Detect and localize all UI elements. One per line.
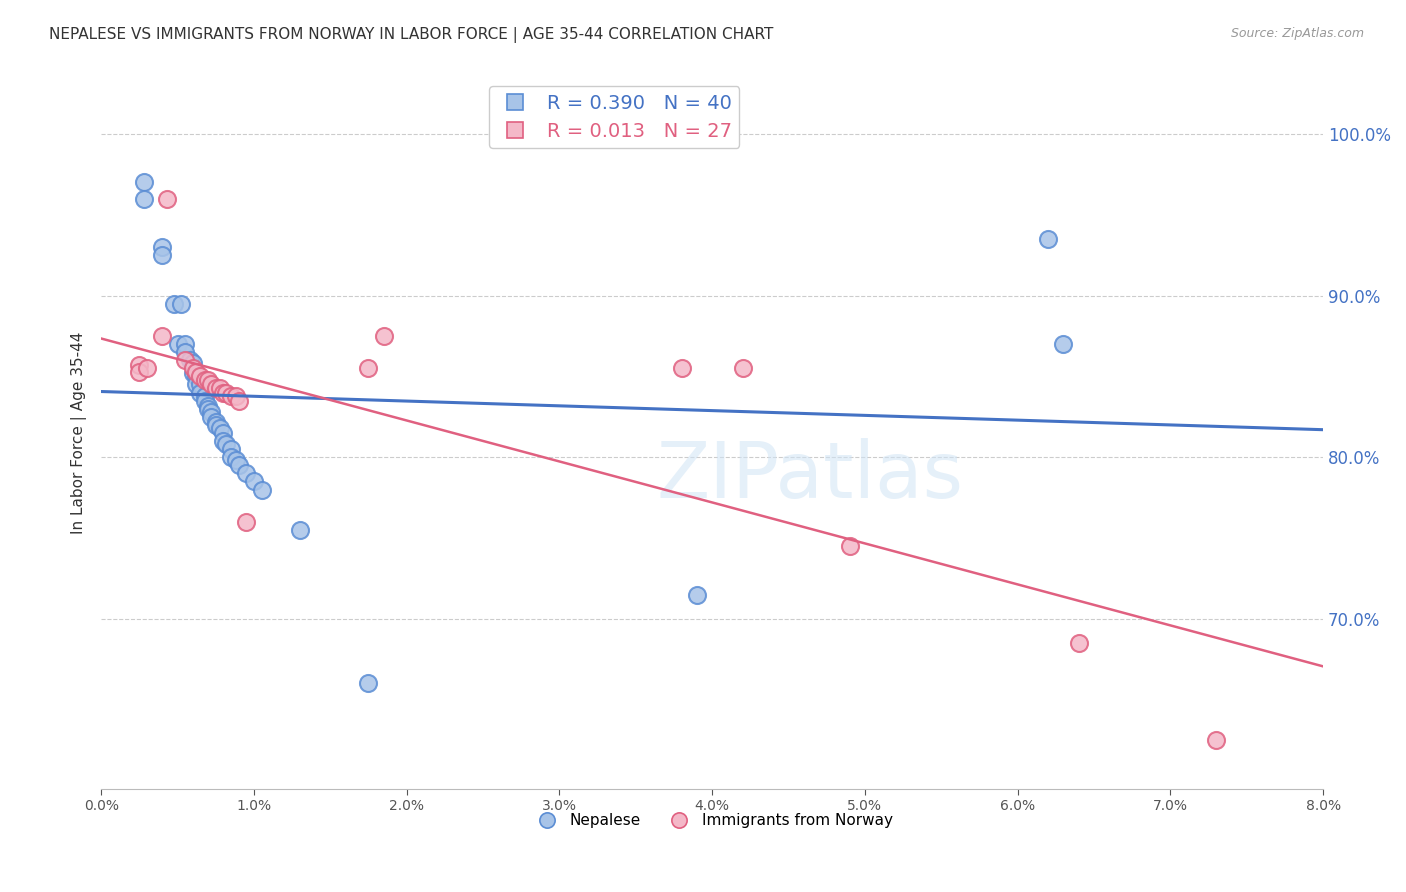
Point <box>197 373 219 387</box>
Point <box>197 399 219 413</box>
Point <box>163 296 186 310</box>
Point <box>194 393 217 408</box>
Point <box>212 434 235 448</box>
Point <box>209 381 232 395</box>
Point <box>136 361 159 376</box>
Point <box>150 240 173 254</box>
Point <box>200 377 222 392</box>
Point <box>200 405 222 419</box>
Point <box>212 425 235 440</box>
Point <box>128 358 150 372</box>
Point <box>181 361 204 376</box>
Point <box>150 329 173 343</box>
Point <box>219 389 242 403</box>
Point <box>671 361 693 376</box>
Text: ZIPatlas: ZIPatlas <box>657 438 963 514</box>
Point <box>228 393 250 408</box>
Y-axis label: In Labor Force | Age 35-44: In Labor Force | Age 35-44 <box>72 332 87 534</box>
Point <box>200 409 222 424</box>
Point <box>731 361 754 376</box>
Point <box>166 337 188 351</box>
Point <box>174 337 197 351</box>
Point <box>250 483 273 497</box>
Point <box>686 588 709 602</box>
Point <box>235 467 257 481</box>
Point <box>190 369 212 384</box>
Text: NEPALESE VS IMMIGRANTS FROM NORWAY IN LABOR FORCE | AGE 35-44 CORRELATION CHART: NEPALESE VS IMMIGRANTS FROM NORWAY IN LA… <box>49 27 773 43</box>
Point <box>194 389 217 403</box>
Point <box>225 389 247 403</box>
Point <box>215 385 238 400</box>
Point <box>357 361 380 376</box>
Point <box>219 450 242 465</box>
Point <box>190 377 212 392</box>
Point <box>128 365 150 379</box>
Point <box>1067 636 1090 650</box>
Point <box>150 248 173 262</box>
Point <box>194 373 217 387</box>
Point <box>1052 337 1074 351</box>
Point <box>243 475 266 489</box>
Point <box>1205 733 1227 747</box>
Point <box>181 357 204 371</box>
Legend: Nepalese, Immigrants from Norway: Nepalese, Immigrants from Norway <box>526 807 898 834</box>
Point <box>181 366 204 380</box>
Point <box>190 385 212 400</box>
Point <box>288 523 311 537</box>
Point <box>235 515 257 529</box>
Point <box>225 453 247 467</box>
Point <box>184 369 207 384</box>
Text: Source: ZipAtlas.com: Source: ZipAtlas.com <box>1230 27 1364 40</box>
Point <box>132 192 155 206</box>
Point <box>209 421 232 435</box>
Point <box>184 365 207 379</box>
Point <box>219 442 242 457</box>
Point <box>204 415 226 429</box>
Point <box>179 353 201 368</box>
Point <box>197 401 219 416</box>
Point <box>228 458 250 473</box>
Point <box>212 385 235 400</box>
Point <box>156 192 179 206</box>
Point <box>215 437 238 451</box>
Point <box>1038 232 1060 246</box>
Point <box>169 296 191 310</box>
Point <box>204 417 226 432</box>
Point <box>184 377 207 392</box>
Point <box>174 353 197 368</box>
Point <box>174 345 197 359</box>
Point <box>204 381 226 395</box>
Point <box>373 329 395 343</box>
Point <box>357 676 380 690</box>
Point <box>132 176 155 190</box>
Point <box>838 539 860 553</box>
